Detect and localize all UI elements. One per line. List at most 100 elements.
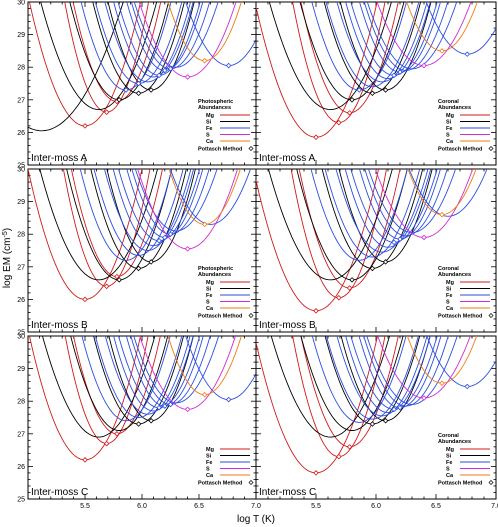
y-tick-label: 27 — [17, 431, 25, 438]
em-loci-curve-si — [106, 169, 196, 263]
em-loci-curve-fe — [113, 2, 194, 78]
em-loci-curve-si — [270, 336, 391, 438]
em-loci-curve-fe — [131, 169, 210, 235]
legend-entry-s: S — [206, 467, 210, 473]
panel-1: 25 26 27 28 29 30 Inter-moss A PhotosphericAbun… — [17, 0, 257, 170]
legend-method-label: Pottasch Method — [438, 481, 482, 487]
em-loci-curve-ca — [167, 2, 242, 62]
em-loci-curve-mg — [72, 2, 162, 102]
em-loci-curve-fe — [345, 2, 431, 80]
em-loci-curve-fe — [104, 336, 191, 415]
legend-entry-s: S — [206, 300, 210, 306]
pottasch-point-fe — [162, 234, 168, 241]
em-loci-curve-si — [40, 2, 158, 111]
em-loci-curve-si — [340, 336, 431, 422]
em-loci-curve-s — [377, 336, 471, 399]
pottasch-point-si — [148, 259, 154, 265]
legend-entry-mg: Mg — [206, 447, 214, 453]
em-loci-curve-fe — [185, 2, 256, 67]
em-loci-curve-mg — [300, 336, 399, 448]
pottasch-point-fe — [397, 404, 403, 411]
pottasch-point-si — [148, 87, 154, 93]
y-tick-label: 27 — [17, 264, 25, 271]
em-loci-curve-si — [28, 2, 124, 132]
em-loci-curve-s — [138, 2, 237, 78]
pottasch-point-mg — [346, 110, 353, 116]
em-loci-curve-fe — [359, 2, 441, 73]
em-loci-curve-fe — [80, 2, 172, 91]
y-tick-label: 25 — [17, 497, 25, 504]
legend-entry-mg: Mg — [446, 447, 454, 453]
em-loci-curve-s — [376, 2, 472, 67]
pottasch-point-si — [349, 277, 355, 283]
pottasch-point-si — [369, 90, 376, 97]
em-loci-curve-fe — [118, 169, 201, 242]
y-tick-label: 26 — [17, 464, 25, 471]
pottasch-point-fe — [356, 87, 362, 93]
pottasch-point-ca — [201, 391, 208, 398]
em-loci-curve-mg — [64, 2, 150, 113]
em-loci-curve-mg — [62, 169, 151, 287]
em-loci-curve-fe — [367, 169, 457, 234]
legend-title: Coronal — [438, 266, 459, 272]
em-loci-curve-fe — [350, 336, 438, 410]
pottasch-point-mg — [82, 296, 88, 303]
curves-group — [28, 336, 256, 463]
pottasch-point-s — [421, 234, 427, 241]
em-loci-curve-si — [93, 336, 185, 425]
pottasch-point-mg — [82, 457, 88, 463]
em-loci-curve-fe — [364, 169, 448, 237]
em-loci-curve-fe — [113, 336, 194, 412]
pottasch-point-fe — [391, 72, 397, 79]
x-tick-label: 7.0 — [491, 503, 498, 510]
y-tick-label: 30 — [17, 167, 25, 174]
em-loci-curve-fe — [324, 169, 421, 258]
x-tick-label: 7.0 — [251, 503, 261, 510]
y-axis-label: log EM (cm-5) — [2, 228, 13, 288]
diamond-icon — [248, 146, 254, 151]
pottasch-point-si — [135, 421, 142, 427]
y-tick-label: 26 — [17, 297, 25, 304]
pottasch-point-fe — [391, 406, 397, 413]
em-loci-curve-mg — [28, 336, 142, 461]
pottasch-point-mg — [103, 283, 110, 290]
pottasch-point-si — [382, 259, 389, 265]
legend-entry-ca: Ca — [206, 306, 214, 312]
pottasch-point-si — [349, 97, 355, 103]
pottasch-point-s — [421, 395, 427, 401]
em-loci-curve-mg — [300, 2, 399, 114]
em-loci-curve-fe — [81, 336, 171, 422]
em-loci-curve-fe — [133, 2, 219, 68]
panel-3: 25 26 27 28 29 30 Inter-moss B PhotosphericAbun… — [17, 167, 257, 337]
legend-entry-fe: Fe — [206, 293, 212, 299]
em-loci-curve-fe — [426, 336, 496, 387]
diamond-icon — [488, 146, 494, 151]
legend-title: Photospheric — [198, 266, 233, 272]
pottasch-point-fe — [167, 401, 174, 408]
em-loci-curve-fe — [93, 169, 184, 256]
legend-title: Abundances — [438, 105, 471, 111]
pottasch-point-s — [184, 406, 191, 413]
em-loci-curve-fe — [335, 169, 429, 253]
panel-label: Inter-moss B — [31, 320, 88, 331]
pottasch-point-mg — [103, 440, 110, 447]
em-loci-curve-fe — [366, 2, 458, 70]
em-loci-curve-mg — [256, 169, 380, 312]
em-loci-curve-fe — [359, 169, 441, 240]
em-loci-curve-s — [139, 336, 236, 410]
pottasch-point-mg — [336, 295, 342, 301]
legend-entry-s: S — [446, 133, 450, 139]
legend-entry-mg: Mg — [206, 280, 214, 286]
legend-entry-si: Si — [206, 454, 212, 460]
legend-title: Coronal — [438, 433, 459, 439]
pottasch-point-ca — [439, 380, 445, 387]
pottasch-point-fe — [167, 66, 174, 72]
pottasch-point-si — [135, 90, 142, 97]
em-loci-curve-fe — [311, 336, 407, 423]
x-tick-label: 5.5 — [311, 503, 321, 510]
